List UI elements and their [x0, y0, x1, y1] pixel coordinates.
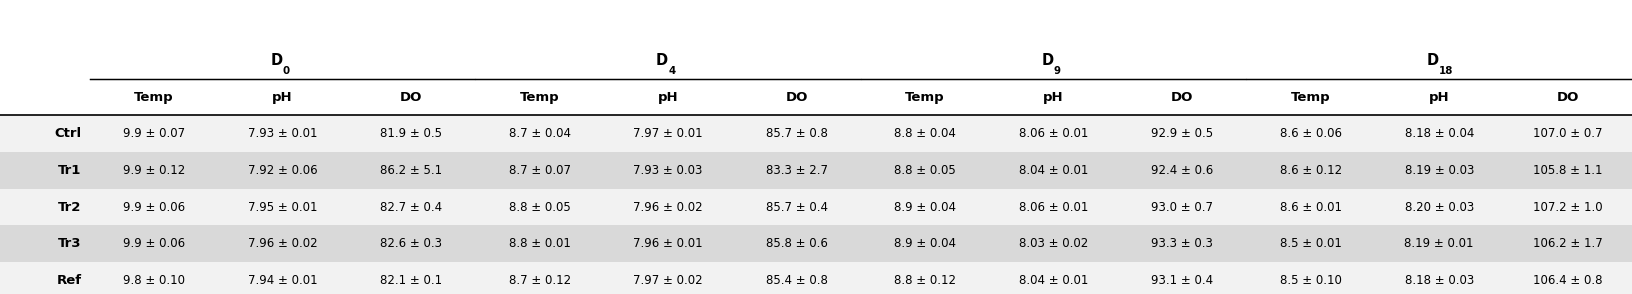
Bar — [0, 152, 1632, 189]
Text: 7.97 ± 0.02: 7.97 ± 0.02 — [633, 274, 703, 287]
Text: 8.06 ± 0.01: 8.06 ± 0.01 — [1018, 201, 1089, 214]
Bar — [0, 116, 1632, 152]
Text: Ref: Ref — [57, 274, 82, 287]
Text: 7.97 ± 0.01: 7.97 ± 0.01 — [633, 127, 703, 140]
Text: 8.18 ± 0.03: 8.18 ± 0.03 — [1405, 274, 1474, 287]
Text: DO: DO — [1172, 91, 1193, 103]
Text: 9.9 ± 0.07: 9.9 ± 0.07 — [122, 127, 184, 140]
Text: 8.5 ± 0.01: 8.5 ± 0.01 — [1279, 237, 1342, 250]
Text: DO: DO — [785, 91, 808, 103]
Text: 7.94 ± 0.01: 7.94 ± 0.01 — [248, 274, 317, 287]
Text: 8.6 ± 0.12: 8.6 ± 0.12 — [1279, 164, 1342, 177]
Text: 85.7 ± 0.8: 85.7 ± 0.8 — [765, 127, 827, 140]
Text: 9.8 ± 0.10: 9.8 ± 0.10 — [122, 274, 184, 287]
Text: 8.20 ± 0.03: 8.20 ± 0.03 — [1405, 201, 1474, 214]
Text: D: D — [1426, 53, 1439, 68]
Text: Ctrl: Ctrl — [54, 127, 82, 140]
Text: D: D — [656, 53, 667, 68]
Text: 8.04 ± 0.01: 8.04 ± 0.01 — [1018, 274, 1089, 287]
Text: Temp: Temp — [1291, 91, 1330, 103]
Text: 105.8 ± 1.1: 105.8 ± 1.1 — [1532, 164, 1603, 177]
Bar — [0, 225, 1632, 262]
Text: 7.93 ± 0.01: 7.93 ± 0.01 — [248, 127, 317, 140]
Text: 7.95 ± 0.01: 7.95 ± 0.01 — [248, 201, 317, 214]
Text: 7.92 ± 0.06: 7.92 ± 0.06 — [248, 164, 317, 177]
Text: 86.2 ± 5.1: 86.2 ± 5.1 — [380, 164, 442, 177]
Text: Tr3: Tr3 — [59, 237, 82, 250]
Text: 85.4 ± 0.8: 85.4 ± 0.8 — [765, 274, 827, 287]
Text: 8.5 ± 0.10: 8.5 ± 0.10 — [1279, 274, 1342, 287]
Text: D: D — [1041, 53, 1054, 68]
Text: 0: 0 — [282, 66, 289, 76]
Text: 107.0 ± 0.7: 107.0 ± 0.7 — [1532, 127, 1603, 140]
Text: pH: pH — [1043, 91, 1064, 103]
Text: 8.6 ± 0.01: 8.6 ± 0.01 — [1279, 201, 1342, 214]
Bar — [0, 0, 1632, 116]
Text: pH: pH — [273, 91, 292, 103]
Text: 81.9 ± 0.5: 81.9 ± 0.5 — [380, 127, 442, 140]
Text: 82.6 ± 0.3: 82.6 ± 0.3 — [380, 237, 442, 250]
Text: 8.6 ± 0.06: 8.6 ± 0.06 — [1279, 127, 1342, 140]
Text: 8.03 ± 0.02: 8.03 ± 0.02 — [1018, 237, 1089, 250]
Text: 9.9 ± 0.06: 9.9 ± 0.06 — [122, 201, 184, 214]
Text: 82.1 ± 0.1: 82.1 ± 0.1 — [380, 274, 442, 287]
Text: 106.2 ± 1.7: 106.2 ± 1.7 — [1532, 237, 1603, 250]
Text: Temp: Temp — [519, 91, 560, 103]
Text: 8.8 ± 0.05: 8.8 ± 0.05 — [509, 201, 571, 214]
Text: 8.06 ± 0.01: 8.06 ± 0.01 — [1018, 127, 1089, 140]
Text: 107.2 ± 1.0: 107.2 ± 1.0 — [1532, 201, 1603, 214]
Text: 83.3 ± 2.7: 83.3 ± 2.7 — [765, 164, 827, 177]
Text: 8.8 ± 0.12: 8.8 ± 0.12 — [894, 274, 956, 287]
Text: 93.3 ± 0.3: 93.3 ± 0.3 — [1151, 237, 1213, 250]
Text: 18: 18 — [1439, 66, 1454, 76]
Text: DO: DO — [400, 91, 423, 103]
Text: 7.96 ± 0.02: 7.96 ± 0.02 — [633, 201, 703, 214]
Text: Temp: Temp — [906, 91, 945, 103]
Text: 93.1 ± 0.4: 93.1 ± 0.4 — [1151, 274, 1213, 287]
Text: 7.96 ± 0.02: 7.96 ± 0.02 — [248, 237, 317, 250]
Text: 9.9 ± 0.06: 9.9 ± 0.06 — [122, 237, 184, 250]
Text: 8.8 ± 0.01: 8.8 ± 0.01 — [509, 237, 571, 250]
Text: DO: DO — [1557, 91, 1578, 103]
Text: 82.7 ± 0.4: 82.7 ± 0.4 — [380, 201, 442, 214]
Text: 92.4 ± 0.6: 92.4 ± 0.6 — [1151, 164, 1213, 177]
Text: 9: 9 — [1054, 66, 1061, 76]
Text: 8.9 ± 0.04: 8.9 ± 0.04 — [894, 237, 956, 250]
Text: 8.7 ± 0.07: 8.7 ± 0.07 — [509, 164, 571, 177]
Text: 8.8 ± 0.04: 8.8 ± 0.04 — [894, 127, 956, 140]
Text: 8.04 ± 0.01: 8.04 ± 0.01 — [1018, 164, 1089, 177]
Text: 106.4 ± 0.8: 106.4 ± 0.8 — [1532, 274, 1603, 287]
Text: 7.96 ± 0.01: 7.96 ± 0.01 — [633, 237, 703, 250]
Text: 9.9 ± 0.12: 9.9 ± 0.12 — [122, 164, 184, 177]
Text: 93.0 ± 0.7: 93.0 ± 0.7 — [1151, 201, 1213, 214]
Bar — [0, 189, 1632, 225]
Bar — [0, 262, 1632, 294]
Text: 8.18 ± 0.04: 8.18 ± 0.04 — [1405, 127, 1474, 140]
Text: 8.19 ± 0.01: 8.19 ± 0.01 — [1405, 237, 1474, 250]
Text: pH: pH — [1430, 91, 1449, 103]
Text: 8.8 ± 0.05: 8.8 ± 0.05 — [894, 164, 956, 177]
Text: 7.93 ± 0.03: 7.93 ± 0.03 — [633, 164, 703, 177]
Text: 8.7 ± 0.12: 8.7 ± 0.12 — [509, 274, 571, 287]
Text: pH: pH — [658, 91, 679, 103]
Text: 8.19 ± 0.03: 8.19 ± 0.03 — [1405, 164, 1474, 177]
Text: 92.9 ± 0.5: 92.9 ± 0.5 — [1151, 127, 1213, 140]
Text: Tr2: Tr2 — [59, 201, 82, 214]
Text: 85.8 ± 0.6: 85.8 ± 0.6 — [765, 237, 827, 250]
Text: 8.9 ± 0.04: 8.9 ± 0.04 — [894, 201, 956, 214]
Text: 8.7 ± 0.04: 8.7 ± 0.04 — [509, 127, 571, 140]
Text: D: D — [271, 53, 282, 68]
Text: Temp: Temp — [134, 91, 175, 103]
Text: 85.7 ± 0.4: 85.7 ± 0.4 — [765, 201, 827, 214]
Text: 4: 4 — [667, 66, 676, 76]
Text: Tr1: Tr1 — [59, 164, 82, 177]
